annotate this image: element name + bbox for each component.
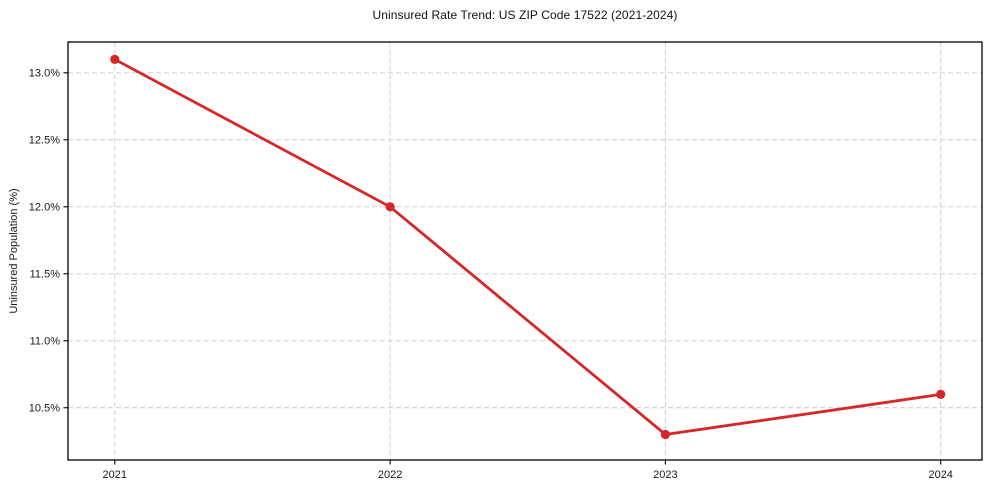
y-tick-label: 13.0% (29, 68, 60, 80)
data-point-2021 (110, 54, 120, 64)
x-tick-label: 2021 (103, 469, 127, 481)
y-tick-label: 11.5% (30, 269, 61, 281)
chart-title: Uninsured Rate Trend: US ZIP Code 17522 … (372, 8, 678, 22)
trend-line (113, 58, 943, 436)
data-point-2022 (385, 202, 395, 212)
data-point-2024 (936, 389, 946, 399)
y-tick-label: 12.0% (29, 202, 60, 214)
y-tick-label: 11.0% (30, 336, 61, 348)
data-point-2023 (660, 429, 671, 440)
y-tick-label: 10.5% (29, 403, 60, 415)
axes-border (67, 41, 983, 461)
x-tick-label: 2023 (653, 469, 677, 481)
y-tick-label: 12.5% (29, 135, 60, 147)
axes-background (68, 42, 982, 460)
x-tick-label: 2024 (928, 469, 952, 481)
x-tick-label: 2022 (378, 469, 402, 481)
